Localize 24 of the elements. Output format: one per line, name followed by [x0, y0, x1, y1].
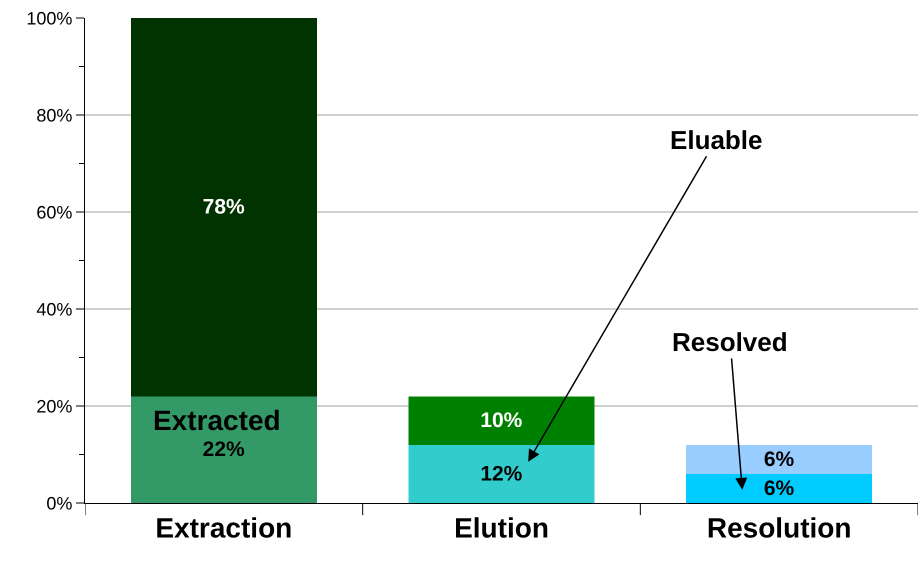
- y-tick-label: 20%: [36, 396, 72, 416]
- y-tick-label: 80%: [36, 105, 72, 126]
- data-label: 6%: [764, 476, 795, 500]
- bar: [408, 444, 595, 503]
- x-tick-label: Resolution: [706, 512, 852, 544]
- bar: [686, 474, 872, 503]
- y-tick-label: 60%: [36, 202, 72, 222]
- y-tick-label: 0%: [46, 493, 72, 514]
- data-label: 22%: [202, 438, 246, 462]
- annotation: Eluable: [670, 125, 762, 155]
- bar: [686, 444, 872, 474]
- bar: [130, 18, 317, 396]
- x-tick-label: Elution: [454, 512, 549, 544]
- data-label: 12%: [480, 462, 523, 486]
- y-tick-label: 40%: [36, 299, 72, 320]
- bar: [408, 396, 595, 445]
- data-label: 10%: [480, 409, 523, 432]
- x-tick-label: Extraction: [155, 512, 292, 544]
- bar: [130, 396, 317, 503]
- data-label: 78%: [202, 196, 246, 219]
- data-label: 6%: [764, 448, 795, 471]
- annotation: Resolved: [672, 327, 788, 357]
- annotation: Extracted: [153, 405, 281, 436]
- y-tick-label: 100%: [26, 8, 72, 28]
